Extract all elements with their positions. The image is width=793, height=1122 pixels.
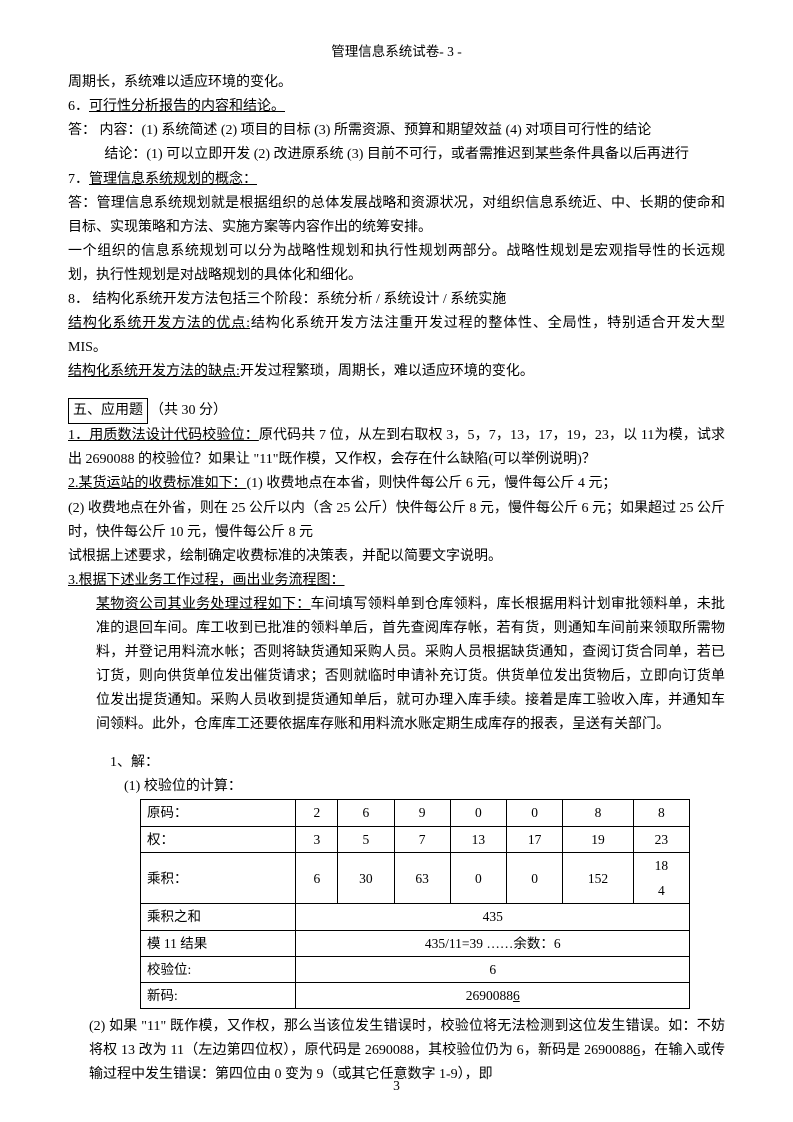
line-5: 7．管理信息系统规划的概念： bbox=[68, 168, 725, 192]
table-row-check: 校验位: 6 bbox=[141, 956, 690, 982]
line-8: 8． 结构化系统开发方法包括三个阶段：系统分析 / 系统设计 / 系统实施 bbox=[68, 288, 725, 312]
page-header: 管理信息系统试卷- 3 - bbox=[68, 40, 725, 63]
line-4: 结论：(1) 可以立即开发 (2) 改进原系统 (3) 目前不可行，或者需推迟到… bbox=[68, 143, 725, 167]
table-row-mod: 模 11 结果 435/11=39 ……余数：6 bbox=[141, 930, 690, 956]
question-3-head: 3.根据下述业务工作过程，画出业务流程图： bbox=[68, 569, 725, 593]
line-2: 6．可行性分析报告的内容和结论。 bbox=[68, 95, 725, 119]
check-digit-table: 原码： 2 6 9 0 0 8 8 权： 3 5 7 13 17 19 23 乘… bbox=[140, 799, 690, 1009]
answer-1a: (1) 校验位的计算： bbox=[68, 775, 725, 799]
answer-2: (2) 如果 "11" 既作模，又作权，那么当该位发生错误时，校验位将无法检测到… bbox=[68, 1015, 725, 1087]
section-5-title: 五、应用题（共 30 分） bbox=[68, 398, 725, 424]
question-3-body: 某物资公司其业务处理过程如下：车间填写领料单到仓库领料，库长根据用料计划审批领料… bbox=[68, 593, 725, 737]
line-10: 结构化系统开发方法的缺点:开发过程繁琐，周期长，难以适应环境的变化。 bbox=[68, 360, 725, 384]
question-1: 1．用质数法设计代码校验位：原代码共 7 位，从左到右取权 3，5，7，13，1… bbox=[68, 424, 725, 472]
table-row-sum: 乘积之和 435 bbox=[141, 904, 690, 930]
question-2-c: 试根据上述要求，绘制确定收费标准的决策表，并配以简要文字说明。 bbox=[68, 545, 725, 569]
line-3: 答： 内容：(1) 系统简述 (2) 项目的目标 (3) 所需资源、预算和期望效… bbox=[68, 119, 725, 143]
page-number: 3 bbox=[0, 1078, 793, 1094]
answer-1: 1、解： bbox=[68, 751, 725, 775]
line-9: 结构化系统开发方法的优点:结构化系统开发方法注重开发过程的整体性、全局性，特别适… bbox=[68, 312, 725, 360]
line-1: 周期长，系统难以适应环境的变化。 bbox=[68, 71, 725, 95]
question-2-head: 2.某货运站的收费标准如下：(1) 收费地点在本省，则快件每公斤 6 元，慢件每… bbox=[68, 472, 725, 496]
line-7: 一个组织的信息系统规划可以分为战略性规划和执行性规划两部分。战略性规划是宏观指导… bbox=[68, 240, 725, 288]
table-row-product: 乘积： 6 30 63 0 0 152 18 bbox=[141, 852, 690, 878]
document-page: 管理信息系统试卷- 3 - 周期长，系统难以适应环境的变化。 6．可行性分析报告… bbox=[0, 0, 793, 1117]
question-2-b: (2) 收费地点在外省，则在 25 公斤以内（含 25 公斤）快件每公斤 8 元… bbox=[68, 497, 725, 545]
table-row-newcode: 新码: 26900886 bbox=[141, 983, 690, 1009]
table-row-weight: 权： 3 5 7 13 17 19 23 bbox=[141, 826, 690, 852]
line-6: 答：管理信息系统规划就是根据组织的总体发展战略和资源状况，对组织信息系统近、中、… bbox=[68, 192, 725, 240]
table-row-code: 原码： 2 6 9 0 0 8 8 bbox=[141, 800, 690, 826]
